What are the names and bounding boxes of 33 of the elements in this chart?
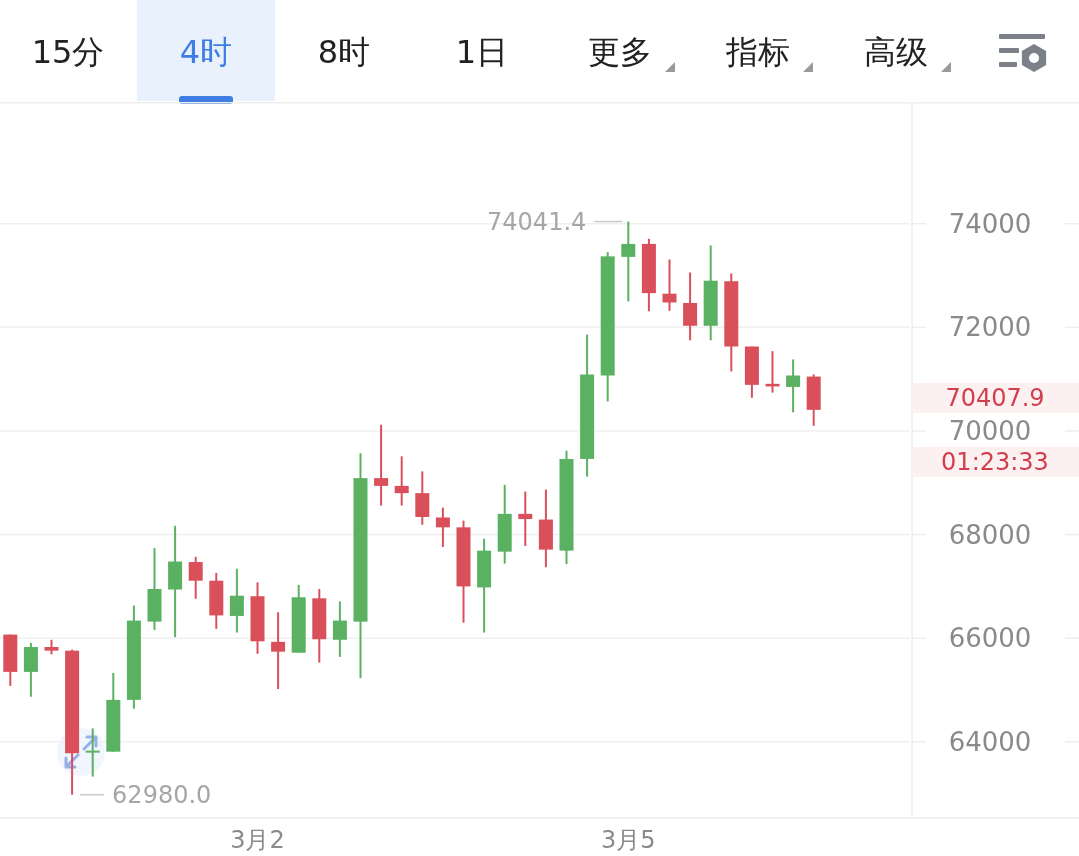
- candlestick: [271, 611, 286, 690]
- text: 指标: [725, 33, 790, 71]
- y-tick-label: 74000: [948, 208, 1032, 239]
- candlestick: [415, 470, 430, 526]
- text: 高级: [864, 33, 928, 71]
- candlestick: [85, 727, 100, 778]
- candlestick: [662, 258, 677, 312]
- candlestick: [188, 555, 203, 600]
- y-tick-label: 72000: [948, 312, 1032, 343]
- text: 01:23:33: [941, 447, 1049, 476]
- y-tick-label: 66000: [948, 623, 1032, 654]
- text: 15分: [31, 33, 105, 71]
- annotation: 62980.0: [112, 780, 212, 809]
- x-tick-label: 3月2: [230, 826, 285, 854]
- candlestick: [332, 600, 347, 658]
- y-tick-label: 70000: [948, 415, 1032, 446]
- candlestick: [374, 423, 389, 507]
- text: 1日: [455, 33, 509, 71]
- y-tick-label: 64000: [948, 726, 1032, 757]
- candlestick: [435, 506, 450, 549]
- text: 70407.9: [945, 383, 1045, 412]
- candlestick: [786, 358, 801, 414]
- candlestick: [621, 220, 636, 303]
- text: 更多: [588, 33, 652, 71]
- y-tick-label: 68000: [948, 519, 1032, 550]
- text: 4时: [179, 33, 233, 71]
- candlestick: [394, 455, 409, 507]
- annotation: 74041.4: [487, 207, 587, 236]
- x-tick-label: 3月5: [601, 826, 656, 854]
- candlestick: [683, 271, 698, 342]
- text: 8时: [317, 33, 371, 71]
- candlestick: [518, 490, 533, 547]
- candlestick: [229, 567, 244, 634]
